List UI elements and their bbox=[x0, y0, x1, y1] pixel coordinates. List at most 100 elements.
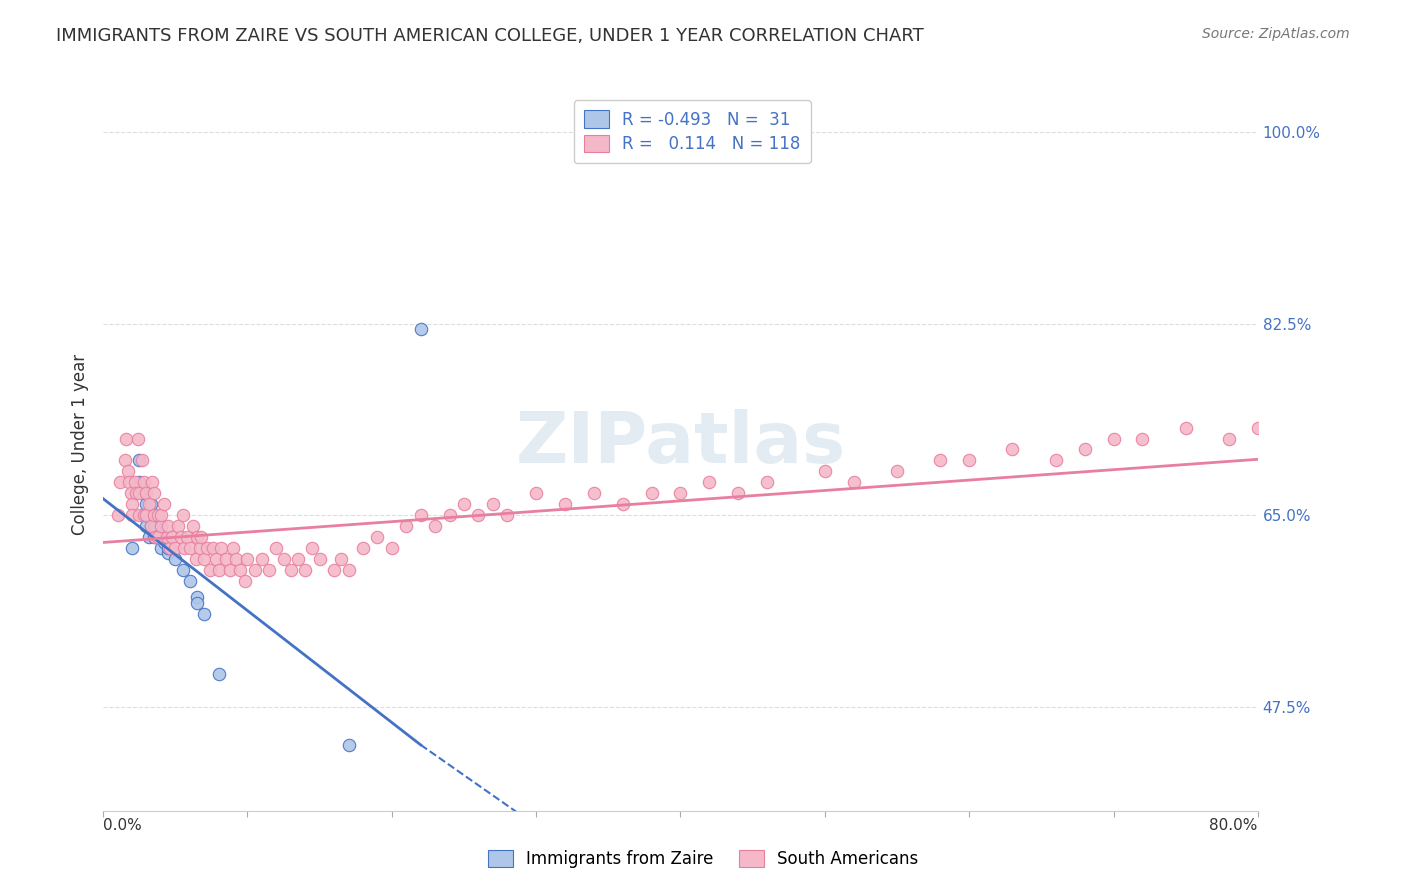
Point bbox=[132, 486, 155, 500]
Point bbox=[1218, 432, 1240, 446]
Point bbox=[207, 563, 229, 577]
Point bbox=[138, 530, 160, 544]
Point bbox=[156, 530, 179, 544]
Point bbox=[929, 453, 952, 467]
Point bbox=[172, 508, 194, 522]
Point bbox=[453, 497, 475, 511]
Point bbox=[149, 519, 172, 533]
Point bbox=[186, 596, 208, 610]
Point bbox=[219, 563, 242, 577]
Point bbox=[582, 486, 605, 500]
Point bbox=[756, 475, 779, 490]
Point bbox=[294, 563, 316, 577]
Point bbox=[142, 508, 165, 522]
Point bbox=[117, 464, 139, 478]
Point bbox=[1130, 432, 1153, 446]
Point bbox=[128, 453, 150, 467]
Point bbox=[121, 541, 143, 555]
Point bbox=[149, 541, 172, 555]
Point bbox=[149, 530, 172, 544]
Point bbox=[669, 486, 692, 500]
Point bbox=[121, 497, 143, 511]
Point bbox=[146, 508, 169, 522]
Point bbox=[337, 738, 360, 752]
Point bbox=[139, 519, 162, 533]
Point bbox=[308, 552, 330, 566]
Point bbox=[204, 552, 226, 566]
Point bbox=[110, 475, 132, 490]
Point bbox=[146, 530, 169, 544]
Point bbox=[152, 535, 174, 549]
Point bbox=[1073, 442, 1095, 457]
Point bbox=[195, 541, 218, 555]
Point bbox=[184, 552, 207, 566]
Point bbox=[957, 453, 980, 467]
Point bbox=[301, 541, 323, 555]
Point bbox=[118, 475, 141, 490]
Point bbox=[482, 497, 505, 511]
Point bbox=[814, 464, 837, 478]
Legend: Immigrants from Zaire, South Americans: Immigrants from Zaire, South Americans bbox=[481, 843, 925, 875]
Point bbox=[409, 508, 432, 522]
Point bbox=[157, 519, 180, 533]
Point bbox=[121, 508, 143, 522]
Point bbox=[640, 486, 662, 500]
Point bbox=[1305, 409, 1327, 424]
Point bbox=[198, 563, 221, 577]
Point bbox=[135, 508, 157, 522]
Text: Source: ZipAtlas.com: Source: ZipAtlas.com bbox=[1202, 27, 1350, 41]
Point bbox=[124, 475, 146, 490]
Point bbox=[186, 530, 208, 544]
Point bbox=[193, 552, 215, 566]
Point bbox=[179, 541, 201, 555]
Point bbox=[128, 475, 150, 490]
Point bbox=[132, 475, 155, 490]
Point bbox=[143, 519, 166, 533]
Point bbox=[135, 486, 157, 500]
Point bbox=[142, 486, 165, 500]
Point bbox=[423, 519, 446, 533]
Point bbox=[280, 563, 302, 577]
Point bbox=[114, 453, 136, 467]
Point bbox=[115, 432, 138, 446]
Point bbox=[142, 519, 165, 533]
Point bbox=[366, 530, 388, 544]
Point bbox=[243, 563, 266, 577]
Point bbox=[233, 574, 256, 588]
Point bbox=[257, 563, 280, 577]
Point bbox=[127, 432, 149, 446]
Point bbox=[139, 519, 162, 533]
Point bbox=[143, 530, 166, 544]
Point bbox=[467, 508, 489, 522]
Point bbox=[250, 552, 273, 566]
Point bbox=[135, 497, 157, 511]
Point bbox=[120, 486, 142, 500]
Point bbox=[409, 322, 432, 336]
Point bbox=[524, 486, 547, 500]
Y-axis label: College, Under 1 year: College, Under 1 year bbox=[72, 353, 89, 534]
Point bbox=[395, 519, 418, 533]
Point bbox=[159, 541, 181, 555]
Point bbox=[176, 530, 198, 544]
Point bbox=[352, 541, 374, 555]
Point bbox=[132, 508, 155, 522]
Point bbox=[1102, 432, 1125, 446]
Point bbox=[225, 552, 247, 566]
Point bbox=[138, 497, 160, 511]
Point bbox=[152, 497, 174, 511]
Point bbox=[135, 519, 157, 533]
Point bbox=[142, 508, 165, 522]
Point bbox=[699, 475, 721, 490]
Point bbox=[128, 508, 150, 522]
Point bbox=[1333, 409, 1355, 424]
Text: 80.0%: 80.0% bbox=[1209, 818, 1258, 833]
Point bbox=[330, 552, 353, 566]
Point bbox=[190, 530, 212, 544]
Point bbox=[188, 541, 211, 555]
Text: ZIPatlas: ZIPatlas bbox=[516, 409, 845, 478]
Point bbox=[139, 497, 162, 511]
Point bbox=[554, 497, 576, 511]
Point bbox=[181, 519, 204, 533]
Point bbox=[146, 530, 169, 544]
Point bbox=[1174, 420, 1197, 434]
